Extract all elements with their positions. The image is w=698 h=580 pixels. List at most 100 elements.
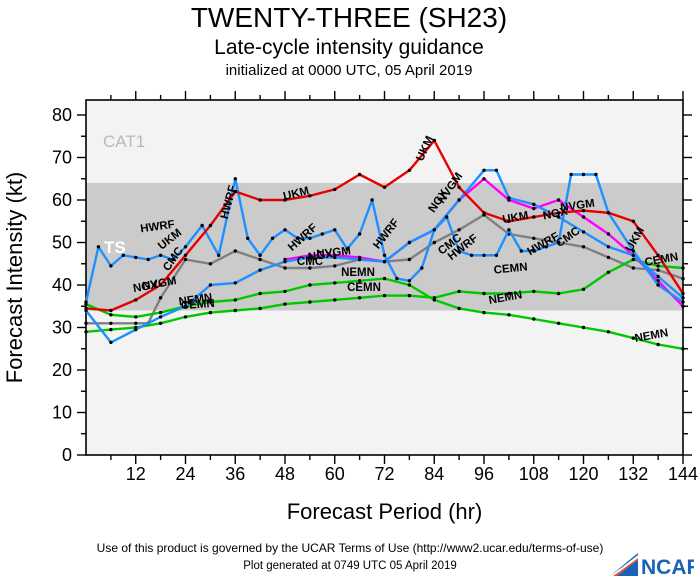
series-nvgm-point (357, 257, 362, 262)
series-ukm-point (656, 253, 660, 257)
series-nemn-point (382, 276, 387, 281)
y-tick-label: 50 (52, 233, 72, 253)
series-hwrf-point (258, 253, 262, 257)
series-nvgm-point (507, 196, 511, 200)
series-ukm-point (482, 211, 486, 215)
series-ukm-point (208, 223, 213, 228)
series-cmc-point (308, 266, 312, 270)
series-ukm-point (308, 194, 312, 198)
line-label-cemn: CEMN (493, 261, 528, 276)
x-tick-label: 96 (474, 464, 494, 484)
series-nvgm-point (656, 274, 660, 279)
series-nemn-point (109, 313, 113, 317)
series-ngx-point (681, 304, 685, 308)
series-hwrf-point (96, 245, 101, 249)
series-nvgm-point (183, 304, 188, 308)
series-cemn-point (258, 306, 262, 311)
series-ukm-point (532, 215, 536, 219)
series-hwrf-point (482, 253, 486, 257)
series-cemn-point (581, 287, 586, 291)
terms-of-use-text: Use of this product is governed by the U… (96, 541, 604, 555)
series-hwrf-point (457, 249, 461, 253)
series-ukm-point (507, 219, 511, 223)
series-nemn-point (432, 298, 436, 302)
series-hwrf-point (494, 253, 499, 257)
series-hwrf-point (121, 253, 126, 257)
series-hwrf-point (556, 240, 561, 245)
series-ukm-point (183, 253, 188, 257)
line-label-ngx: NGX (132, 279, 159, 295)
line-label-nemn: NEMN (178, 292, 213, 309)
series-hwrf-point (183, 245, 188, 249)
series-hwrf-point (158, 253, 163, 257)
series-ukm-point (357, 172, 362, 177)
series-hwrf-point (320, 232, 324, 236)
series-nemn-point (208, 300, 213, 304)
series-cemn-point (109, 327, 113, 332)
page-title: TWENTY-THREE (SH23) (190, 2, 508, 33)
series-hwrf-point (594, 172, 598, 177)
series-ukm-point (432, 138, 436, 143)
series-cmc-point (581, 245, 586, 249)
series-cemn-point (681, 266, 685, 270)
series-ukm-point (109, 308, 113, 313)
line-label-nvgm: NVGM (141, 275, 177, 293)
series-cemn-point (382, 293, 387, 298)
series-nvgm-point (258, 268, 262, 272)
series-hwrf-point (507, 228, 511, 232)
line-label-nvgm: NVGM (316, 245, 352, 261)
series-nemn-point (158, 310, 163, 315)
series-cemn-point (84, 330, 88, 334)
series-ukm-point (581, 208, 586, 213)
series-ukm-point (382, 185, 387, 189)
series-nemn-point (333, 281, 337, 285)
series-hwrf-point (233, 177, 237, 181)
series-hwrf-point (569, 172, 573, 177)
series-cmc-point (109, 321, 113, 325)
series-ngx-point (581, 215, 586, 219)
y-tick-label: 40 (52, 275, 72, 295)
series-nvgm-point (208, 283, 213, 287)
series-cmc-point (134, 321, 138, 325)
series-nvgm-point (407, 240, 412, 245)
series-hwrf-point (333, 228, 337, 232)
series-hwrf-point (631, 249, 635, 253)
series-cemn-point (556, 291, 561, 296)
series-hwrf-point (308, 236, 312, 240)
series-nvgm-point (457, 198, 461, 202)
series-cmc-point (432, 240, 436, 245)
series-ngx-point (532, 206, 536, 211)
series-nvgm-point (283, 259, 287, 264)
series-cmc-point (631, 266, 635, 270)
series-ukm-point (631, 219, 635, 223)
series-hwrf-point (345, 247, 349, 251)
y-tick-label: 0 (62, 445, 72, 465)
series-hwrf-point (171, 257, 175, 262)
x-tick-label: 12 (126, 464, 146, 484)
series-ukm-point (158, 283, 163, 287)
series-cemn-point (507, 291, 511, 296)
series-nvgm-point (631, 253, 635, 257)
series-cmc-point (208, 262, 213, 266)
series-ukm-point (457, 185, 461, 189)
init-time-line: initialized at 0000 UTC, 05 April 2019 (225, 62, 473, 79)
y-tick-label: 60 (52, 190, 72, 210)
line-label-nemn: NEMN (634, 327, 669, 345)
series-hwrf-point (357, 232, 362, 236)
ts-band-label: TS (104, 238, 126, 257)
series-hwrf-point (109, 264, 113, 268)
series-cmc-point (532, 236, 536, 240)
series-nemn-point (482, 310, 486, 315)
series-cemn-point (208, 310, 213, 315)
y-tick-label: 20 (52, 360, 72, 380)
series-nemn-point (606, 330, 611, 334)
series-nvgm-point (333, 255, 337, 260)
line-label-ngx: NGX (307, 248, 334, 263)
series-cemn-point (308, 300, 312, 304)
series-ngx-point (556, 198, 561, 202)
series-hwrf-point (270, 236, 275, 240)
series-cemn-point (158, 321, 163, 325)
series-nemn-point (134, 315, 138, 319)
series-nemn-point (581, 325, 586, 330)
series-ngx-point (656, 279, 660, 283)
